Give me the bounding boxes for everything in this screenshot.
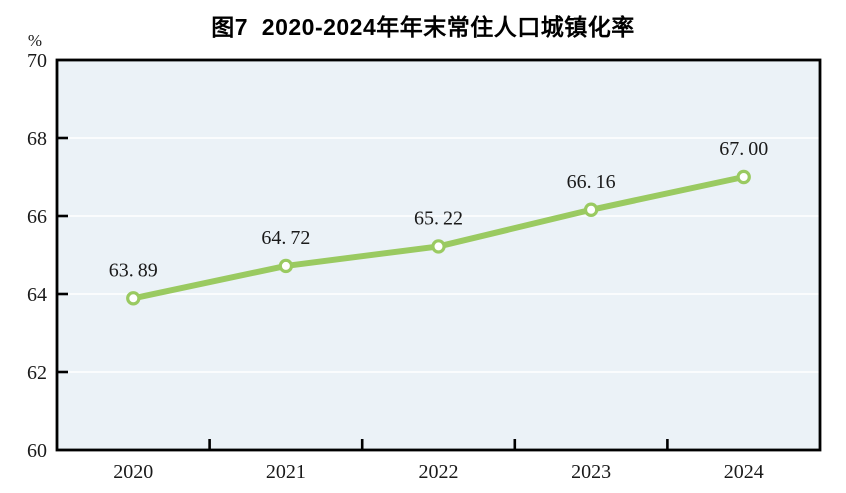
data-point-label: 64. 72 [261,227,310,249]
x-axis-tick-label: 2020 [113,461,153,483]
data-point-label: 67. 00 [719,138,768,160]
data-point-label: 65. 22 [414,207,463,229]
data-point-marker [278,258,294,274]
x-axis-tick-label: 2024 [724,461,764,483]
x-axis-tick-label: 2022 [419,461,459,483]
data-point-marker [431,239,446,254]
y-axis-unit-label: % [28,31,42,50]
data-point-label: 66. 16 [567,171,616,193]
y-axis-tick-label: 64 [27,284,47,306]
data-point-marker [736,169,751,185]
y-axis-tick-label: 62 [27,362,47,384]
y-axis-tick-label: 66 [27,206,47,228]
data-point-marker [583,202,599,217]
data-point-label: 63. 89 [109,259,158,281]
y-axis-tick-label: 70 [27,50,47,72]
y-axis-tick-label: 60 [27,440,47,462]
plot-area [57,60,820,450]
data-point-marker [126,291,141,306]
plot-border [55,58,822,452]
x-axis-tick-label: 2021 [266,461,306,483]
x-axis-tick-label: 2023 [571,461,611,483]
chart-title: 图7 2020-2024年年末常住人口城镇化率 [211,14,635,40]
y-axis-tick-label: 68 [27,128,47,150]
